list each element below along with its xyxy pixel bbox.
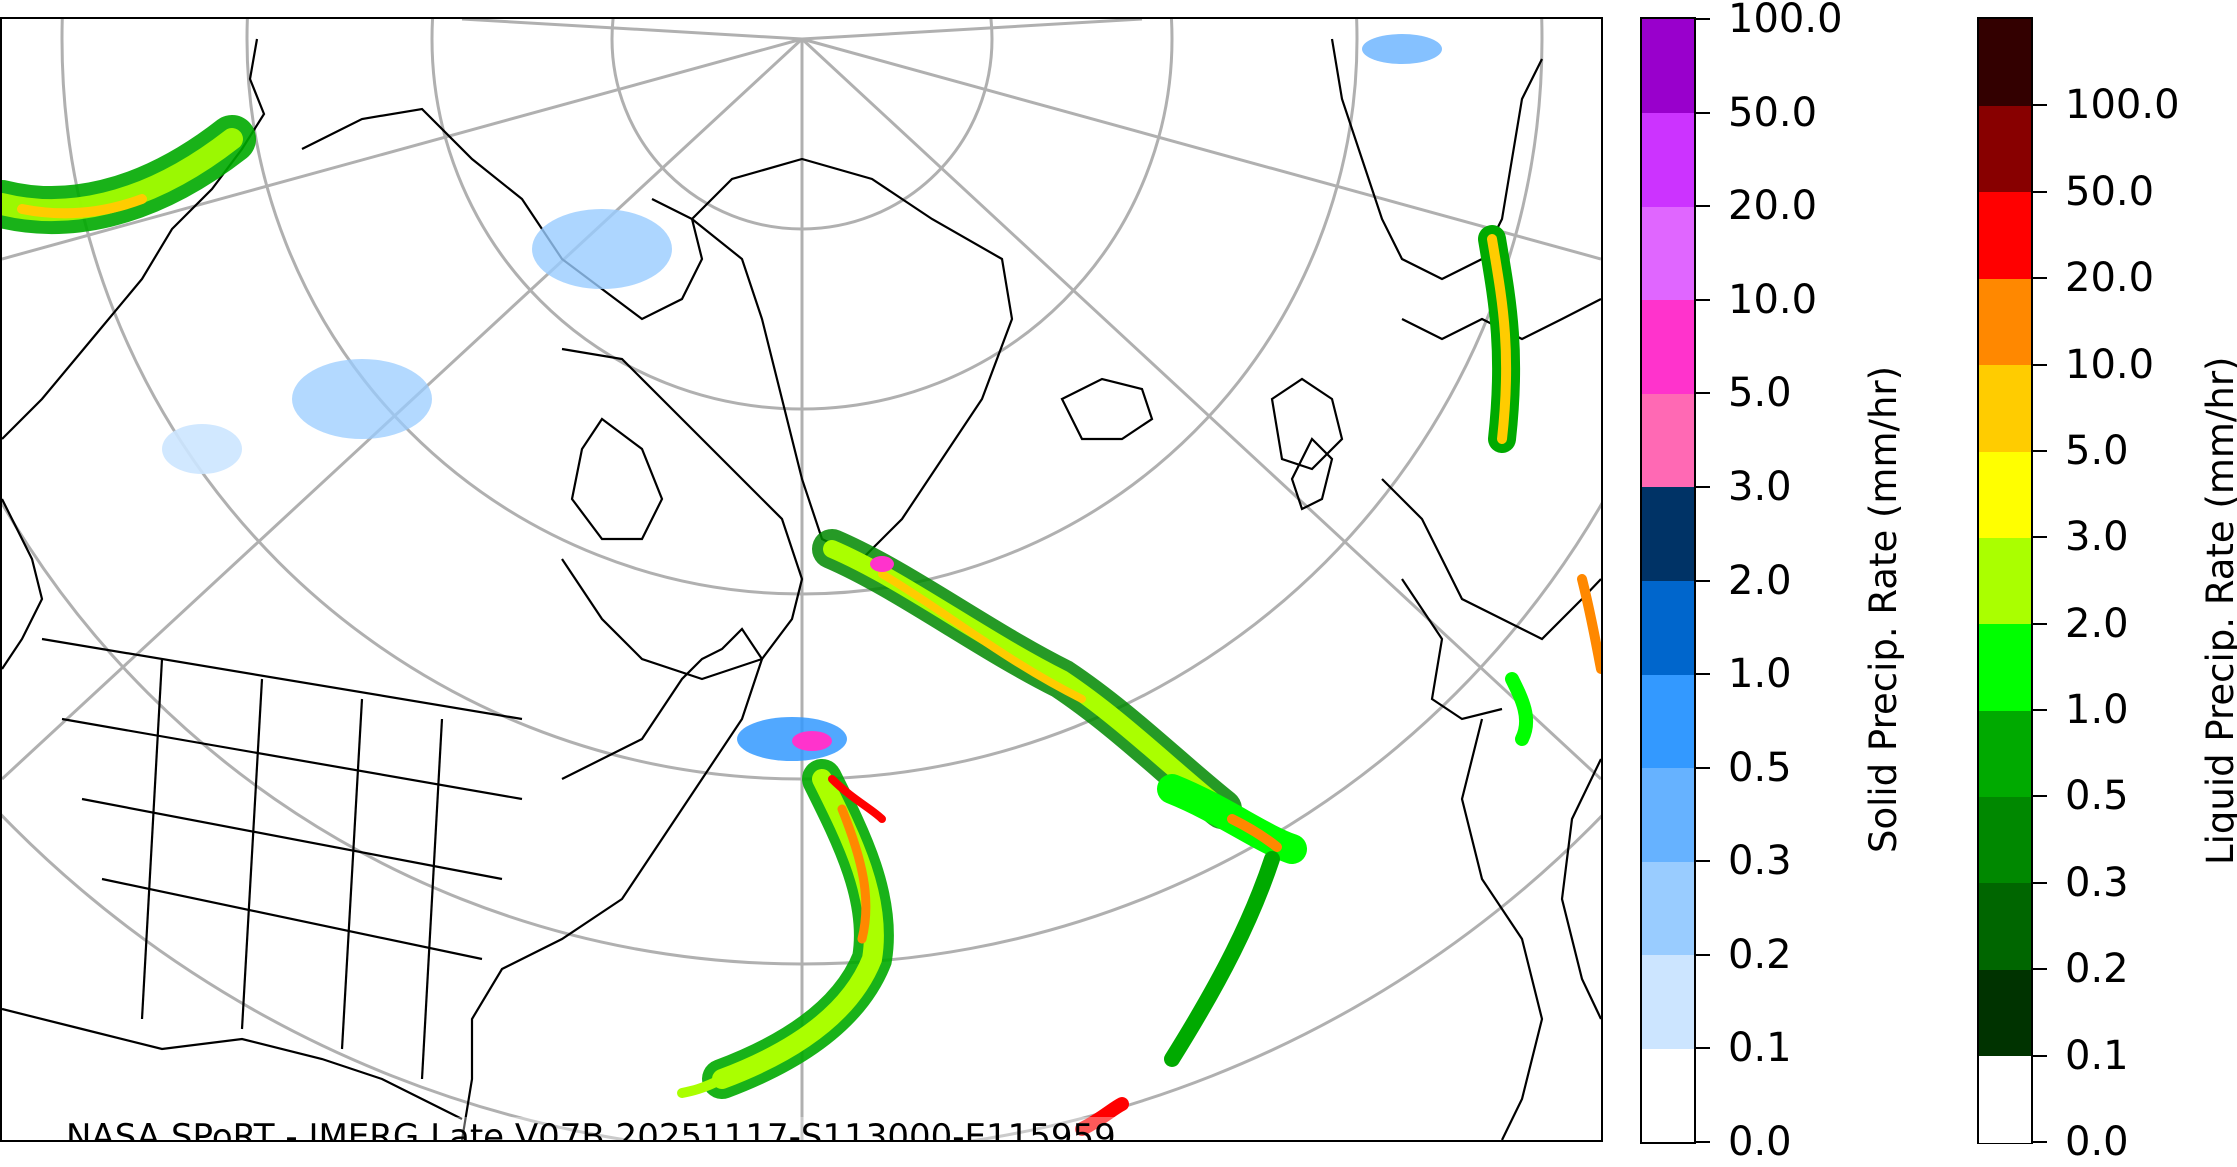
liquid-colorbar-tick <box>2033 795 2047 798</box>
liquid-colorbar-segment <box>1979 796 2031 884</box>
solid-colorbar-tick-label: 0.2 <box>1728 931 1792 978</box>
liquid-colorbar-tick <box>2033 881 2047 884</box>
solid-colorbar-segment <box>1642 299 1694 394</box>
solid-precip <box>162 34 1442 761</box>
solid-colorbar-label: Solid Precip. Rate (mm/hr) <box>1862 365 1905 853</box>
liquid-colorbar-tick-label: 0.5 <box>2065 773 2129 820</box>
liquid-colorbar-tick-label: 10.0 <box>2065 341 2155 388</box>
liquid-colorbar-tick <box>2033 622 2047 625</box>
solid-colorbar-tick <box>1696 953 1710 956</box>
liquid-colorbar-tick <box>2033 277 2047 280</box>
solid-colorbar-segment <box>1642 767 1694 862</box>
liquid-colorbar-tick <box>2033 1141 2047 1143</box>
solid-colorbar-tick <box>1696 673 1710 676</box>
solid-colorbar-segment <box>1642 19 1694 113</box>
map-canvas <box>2 19 1601 1140</box>
solid-colorbar <box>1640 17 1696 1144</box>
solid-colorbar-tick <box>1696 18 1710 20</box>
liquid-colorbar-segment <box>1979 450 2031 538</box>
solid-colorbar-tick-label: 0.0 <box>1728 1119 1792 1165</box>
liquid-colorbar-tick-label: 0.3 <box>2065 859 2129 906</box>
liquid-colorbar-segment <box>1979 969 2031 1057</box>
solid-colorbar-segment <box>1642 580 1694 675</box>
solid-colorbar-tick <box>1696 1141 1710 1143</box>
precip-map: NASA SPoRT - IMERG Late V07B 20251117-S1… <box>0 17 1603 1142</box>
solid-colorbar-tick <box>1696 766 1710 769</box>
liquid-colorbar-segment <box>1979 537 2031 625</box>
liquid-colorbar-tick <box>2033 709 2047 712</box>
liquid-colorbar-tick-label: 0.0 <box>2065 1119 2129 1165</box>
liquid-colorbar-tick-label: 2.0 <box>2065 600 2129 647</box>
solid-colorbar-segment <box>1642 486 1694 581</box>
solid-colorbar-tick-label: 10.0 <box>1728 276 1818 323</box>
liquid-colorbar-tick-label: 0.2 <box>2065 946 2129 993</box>
liquid-colorbar-tick <box>2033 449 2047 452</box>
liquid-colorbar <box>1977 17 2033 1144</box>
solid-colorbar-tick-label: 50.0 <box>1728 89 1818 136</box>
liquid-colorbar-tick-label: 1.0 <box>2065 687 2129 734</box>
liquid-colorbar-tick <box>2033 536 2047 539</box>
liquid-precip <box>2 115 1601 1136</box>
liquid-colorbar-segment <box>1979 623 2031 711</box>
solid-colorbar-segment <box>1642 954 1694 1049</box>
data-credit: NASA SPoRT - IMERG Late V07B 20251117-S1… <box>66 1117 1116 1140</box>
liquid-colorbar-tick <box>2033 968 2047 971</box>
liquid-colorbar-segment <box>1979 278 2031 366</box>
liquid-colorbar-segment <box>1979 364 2031 452</box>
liquid-colorbar-tick <box>2033 363 2047 366</box>
solid-colorbar-tick <box>1696 111 1710 114</box>
solid-colorbar-tick <box>1696 579 1710 582</box>
liquid-colorbar-label: Liquid Precip. Rate (mm/hr) <box>2199 356 2237 866</box>
liquid-colorbar-tick-label: 100.0 <box>2065 82 2180 129</box>
liquid-colorbar-tick-label: 3.0 <box>2065 514 2129 561</box>
solid-colorbar-tick <box>1696 485 1710 488</box>
liquid-colorbar-segment <box>1979 191 2031 279</box>
solid-colorbar-tick-label: 20.0 <box>1728 183 1818 230</box>
liquid-colorbar-tick-label: 0.1 <box>2065 1032 2129 1079</box>
solid-colorbar-segment <box>1642 393 1694 488</box>
liquid-colorbar-segment <box>1979 1055 2031 1143</box>
solid-colorbar-segment <box>1642 861 1694 956</box>
solid-colorbar-segment <box>1642 674 1694 769</box>
solid-colorbar-tick-label: 100.0 <box>1728 0 1843 42</box>
liquid-colorbar-tick <box>2033 190 2047 193</box>
solid-colorbar-segment <box>1642 112 1694 207</box>
liquid-colorbar-tick <box>2033 1054 2047 1057</box>
solid-colorbar-tick <box>1696 392 1710 395</box>
solid-colorbar-tick-label: 1.0 <box>1728 651 1792 698</box>
solid-colorbar-tick-label: 2.0 <box>1728 557 1792 604</box>
solid-colorbar-tick-label: 0.5 <box>1728 744 1792 791</box>
solid-colorbar-segment <box>1642 1048 1694 1143</box>
solid-colorbar-tick-label: 3.0 <box>1728 463 1792 510</box>
solid-colorbar-tick <box>1696 860 1710 863</box>
liquid-colorbar-tick-label: 5.0 <box>2065 427 2129 474</box>
liquid-colorbar-segment <box>1979 19 2031 106</box>
liquid-colorbar-segment <box>1979 882 2031 970</box>
liquid-colorbar-tick-label: 50.0 <box>2065 168 2155 215</box>
solid-colorbar-tick <box>1696 205 1710 208</box>
solid-colorbar-tick-label: 5.0 <box>1728 370 1792 417</box>
solid-colorbar-tick-label: 0.1 <box>1728 1025 1792 1072</box>
liquid-colorbar-segment <box>1979 710 2031 798</box>
solid-colorbar-tick-label: 0.3 <box>1728 838 1792 885</box>
liquid-colorbar-segment <box>1979 105 2031 193</box>
solid-colorbar-segment <box>1642 206 1694 301</box>
solid-colorbar-tick <box>1696 1047 1710 1050</box>
solid-colorbar-tick <box>1696 298 1710 301</box>
liquid-colorbar-tick-label: 20.0 <box>2065 255 2155 302</box>
liquid-colorbar-tick <box>2033 104 2047 107</box>
graticule <box>2 19 1601 1140</box>
